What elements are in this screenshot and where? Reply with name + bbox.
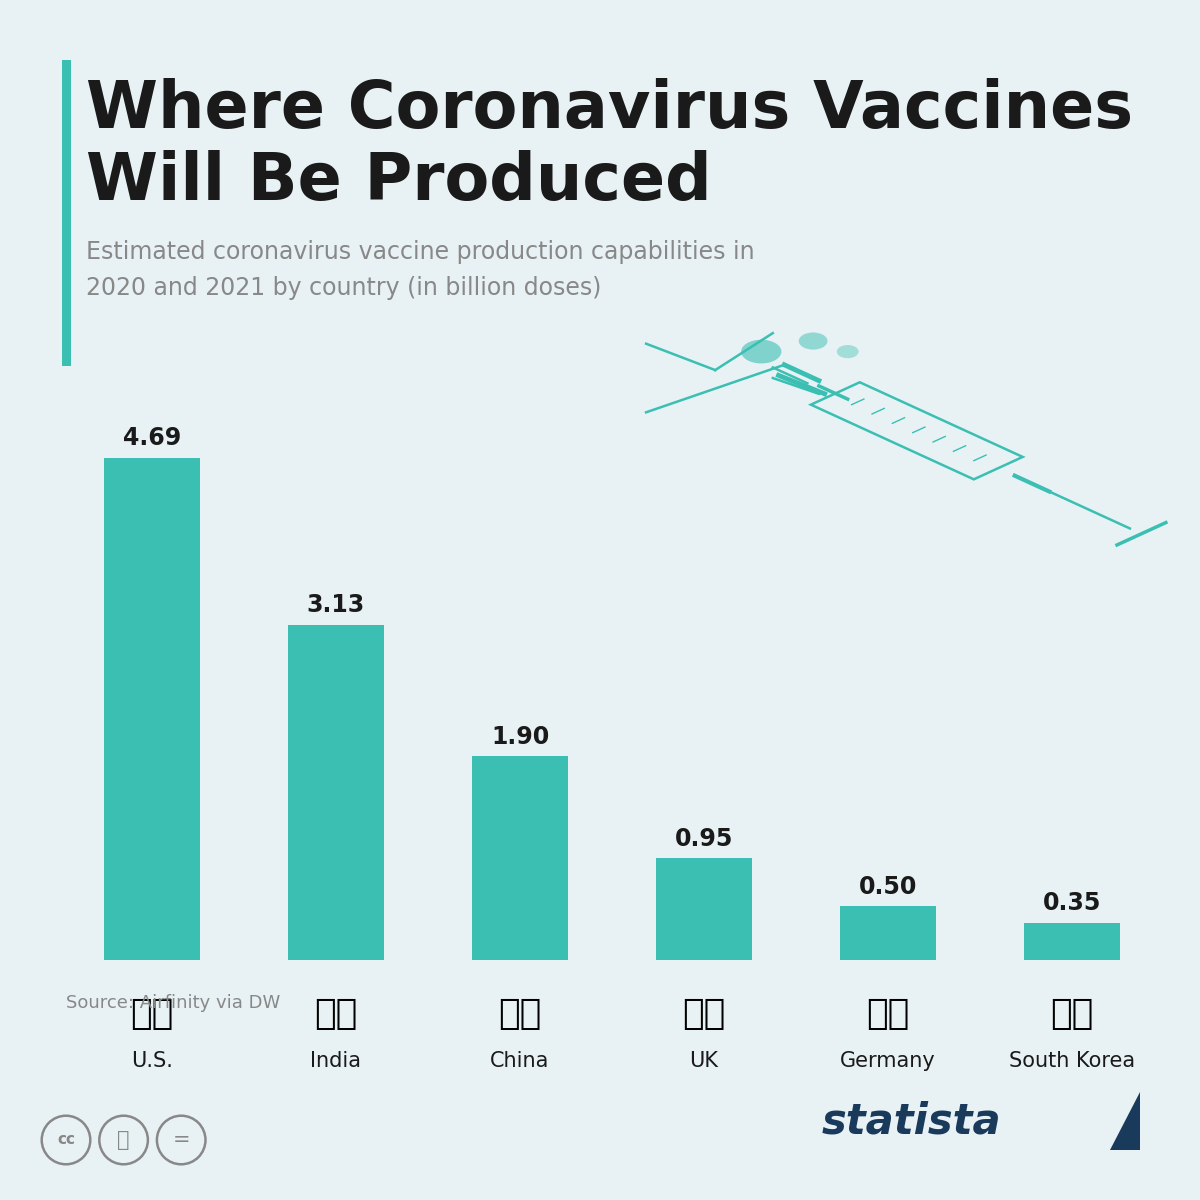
Bar xyxy=(1024,923,1120,960)
Text: South Korea: South Korea xyxy=(1009,1051,1135,1072)
Text: 0.50: 0.50 xyxy=(859,875,917,899)
Ellipse shape xyxy=(742,340,781,364)
Text: 🇨🇳: 🇨🇳 xyxy=(498,997,541,1032)
Text: =: = xyxy=(173,1130,190,1150)
Bar xyxy=(840,906,936,960)
Text: Germany: Germany xyxy=(840,1051,936,1072)
Text: 0.95: 0.95 xyxy=(674,827,733,851)
Text: 1.90: 1.90 xyxy=(491,725,550,749)
Ellipse shape xyxy=(799,332,828,349)
Text: Source: Airfinity via DW: Source: Airfinity via DW xyxy=(66,994,281,1012)
Text: China: China xyxy=(491,1051,550,1072)
Text: 🇩🇪: 🇩🇪 xyxy=(866,997,910,1032)
Text: cc: cc xyxy=(58,1133,74,1147)
Text: 🇮🇳: 🇮🇳 xyxy=(314,997,358,1032)
Text: India: India xyxy=(311,1051,361,1072)
Bar xyxy=(472,756,568,960)
Text: 🇰🇷: 🇰🇷 xyxy=(1050,997,1093,1032)
Text: Will Be Produced: Will Be Produced xyxy=(86,150,712,214)
Ellipse shape xyxy=(836,346,859,358)
Bar xyxy=(104,457,200,960)
Text: 🇺🇸: 🇺🇸 xyxy=(131,997,174,1032)
Bar xyxy=(288,625,384,960)
Text: statista: statista xyxy=(822,1102,1002,1142)
Text: UK: UK xyxy=(690,1051,719,1072)
Text: 🇬🇧: 🇬🇧 xyxy=(683,997,726,1032)
Text: Estimated coronavirus vaccine production capabilities in: Estimated coronavirus vaccine production… xyxy=(86,240,755,264)
Text: U.S.: U.S. xyxy=(131,1051,173,1072)
Text: Where Coronavirus Vaccines: Where Coronavirus Vaccines xyxy=(86,78,1134,142)
Text: 2020 and 2021 by country (in billion doses): 2020 and 2021 by country (in billion dos… xyxy=(86,276,601,300)
Bar xyxy=(656,858,752,960)
Text: ⓘ: ⓘ xyxy=(118,1130,130,1150)
Text: 0.35: 0.35 xyxy=(1043,890,1102,914)
Text: 3.13: 3.13 xyxy=(307,593,365,617)
Text: 4.69: 4.69 xyxy=(122,426,181,450)
